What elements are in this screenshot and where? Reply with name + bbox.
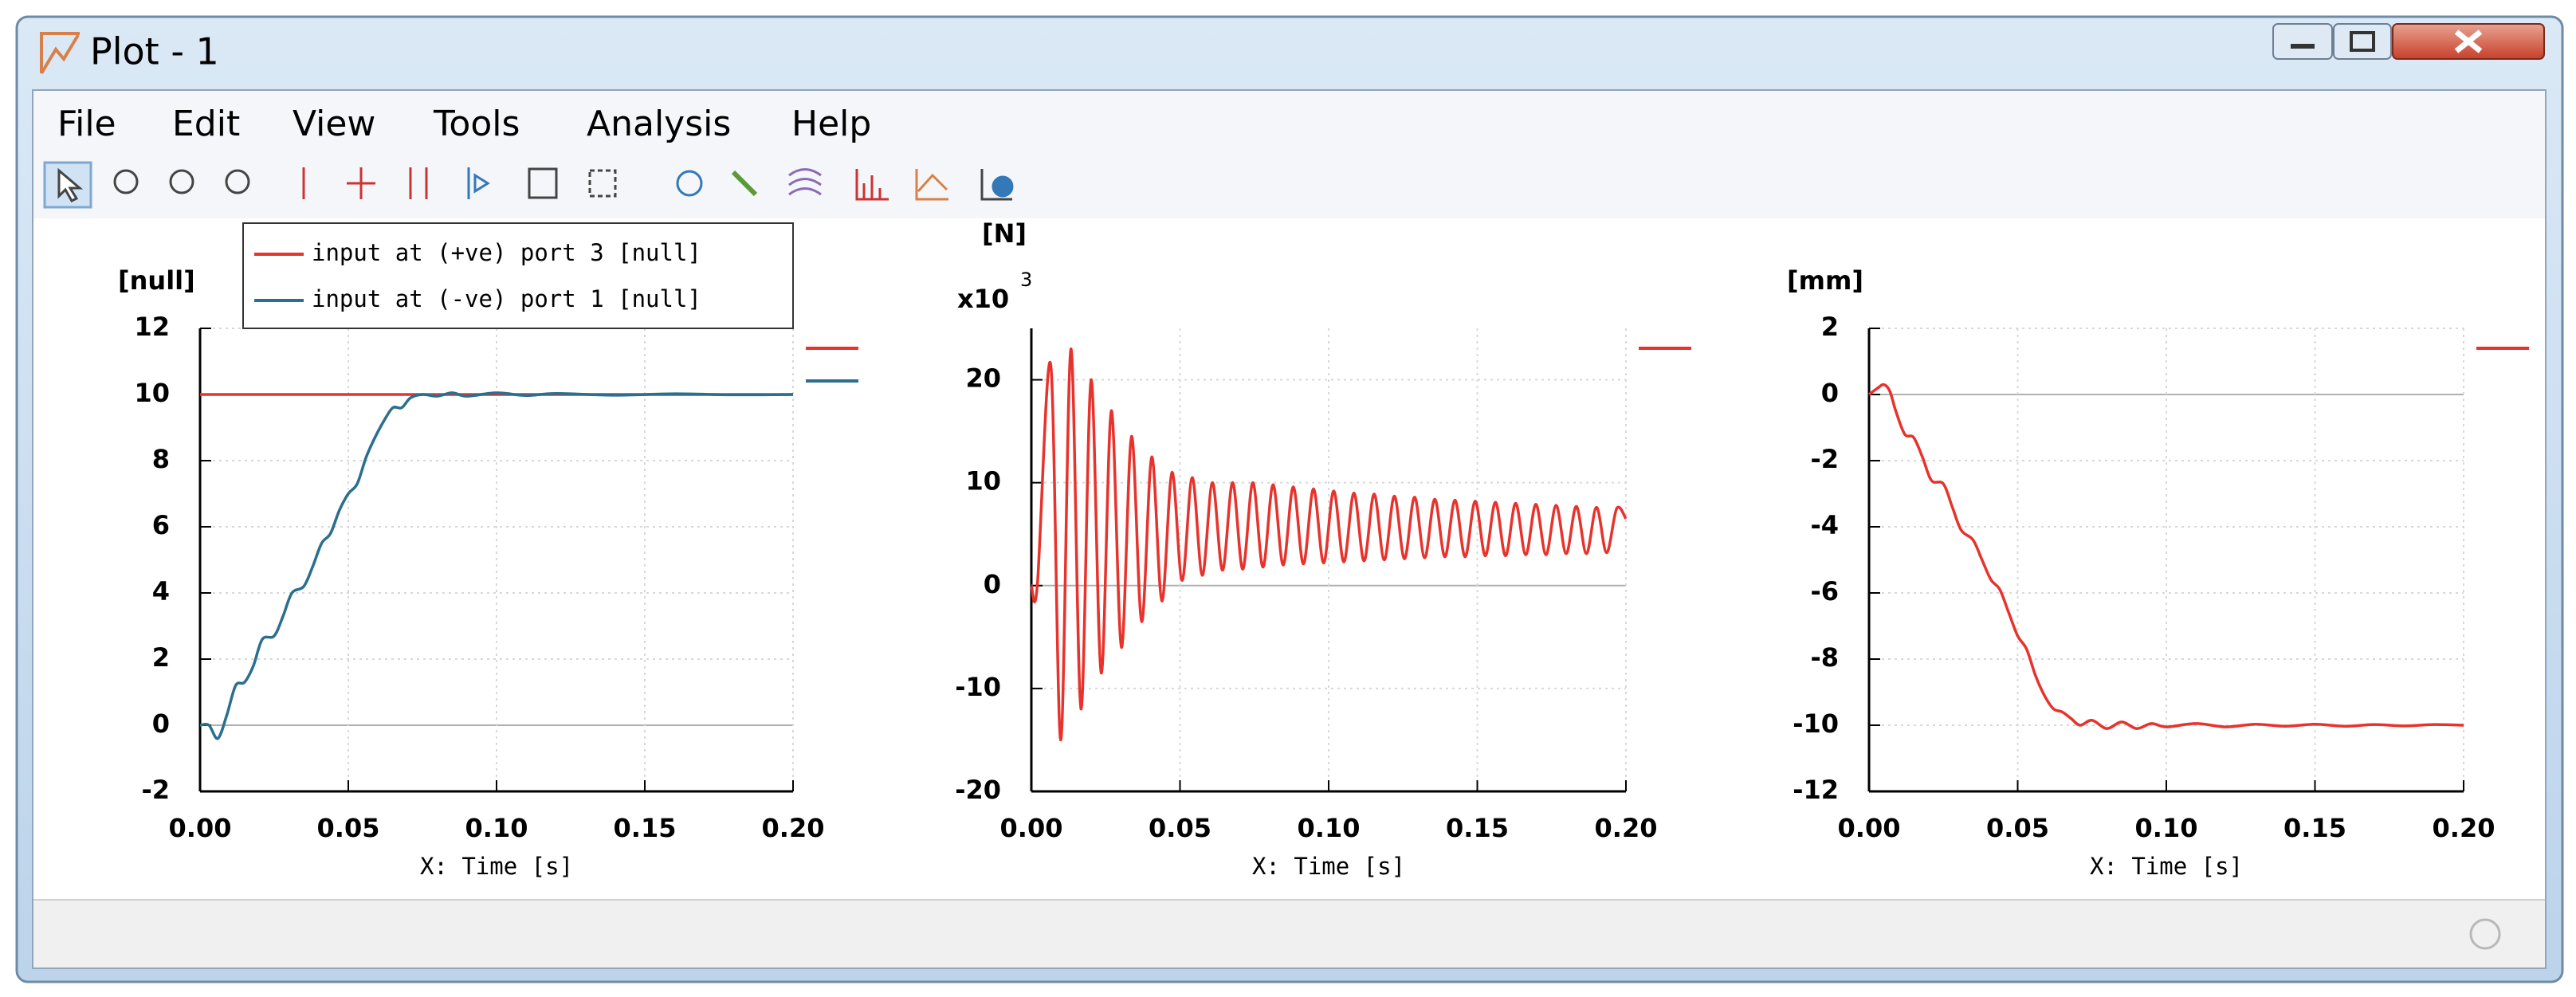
toolbar-button-zoom-in[interactable] [169,169,194,194]
menu-item[interactable]: Help [791,104,871,144]
y-tick-label: 4 [152,576,170,606]
y-tick-label: 0 [152,708,170,739]
toolbar-button-zoom-out[interactable] [225,169,250,194]
toolbar [43,161,1014,209]
close-glyph [2454,29,2483,53]
window-controls [2272,23,2545,60]
data-line [1867,383,2464,730]
minimize-glyph [2291,44,2315,49]
legend-label: input at (+ve) port 3 [null] [312,239,701,266]
plot: -2 0 2 4 6 8 10 12 0.00 0.05 0.10 0.15 0.20 X: Time [… [118,222,858,880]
y-unit: [null] [118,265,195,296]
y-tick-label: 8 [152,444,170,474]
toolbar-button-curves[interactable] [788,168,822,196]
x-tick-label: 0.15 [614,813,677,843]
toolbar-button-add-plot[interactable] [980,169,1012,201]
minimize-button[interactable] [2272,23,2333,60]
y-unit: [N] [982,218,1027,249]
icon-arrow [57,167,84,202]
y-exponent: 3 [1020,269,1032,291]
toolbar-button-zoom[interactable] [113,169,139,194]
x-tick-label: 0.15 [2283,813,2346,843]
legend-box [242,222,794,329]
data-line [1030,347,1628,742]
x-tick-label: 0.10 [2135,813,2198,843]
y-tick-label: 0 [1821,378,1839,408]
x-tick-label: 0.20 [1595,813,1658,843]
status-icon [2469,918,2501,950]
x-tick-label: 0.10 [465,813,528,843]
y-tick-label: -6 [1810,576,1839,606]
x-axis-label: X: Time [s] [2090,853,2243,880]
toolbar-button-table[interactable] [528,167,558,199]
menu-item[interactable]: Analysis [587,104,731,144]
x-tick-label: 0.00 [1000,813,1063,843]
y-tick-label: -10 [955,672,1001,702]
menu-item[interactable]: File [57,104,116,144]
menu-item[interactable]: Tools [433,104,520,144]
toolbar-button-pin[interactable] [731,170,758,197]
legend-label: input at (-ve) port 1 [null] [312,285,701,312]
y-tick-label: -20 [955,775,1001,805]
legend: input at (+ve) port 3 [null] input at (-v… [242,222,794,329]
toolbar-button-double-marker[interactable] [409,167,428,199]
plot: -20 -10 0 10 20 0.00 0.05 0.10 0.15 0.20 X: Time [… [955,218,1691,880]
x-tick-label: 0.05 [317,813,380,843]
plot: -12 -10 -8 -6 -4 -2 0 2 0.00 0.05 0.10 0.15 0.20 X: T… [1787,265,2529,880]
y-tick-label: 2 [1821,312,1839,342]
toolbar-button-histogram[interactable] [855,169,889,201]
x-tick-label: 0.20 [762,813,825,843]
y-tick-label: -4 [1810,510,1839,540]
maximize-button[interactable] [2333,23,2392,60]
status-bar [33,900,2545,968]
menu-item[interactable]: View [293,104,375,144]
x-tick-label: 0.10 [1298,813,1361,843]
menu-item[interactable]: Edit [172,104,240,144]
toolbar-button-layout[interactable] [588,169,617,198]
data-line [199,391,794,740]
x-tick-label: 0.00 [169,813,232,843]
y-tick-label: 20 [965,363,1001,394]
x-tick-label: 0.20 [2433,813,2496,843]
y-tick-label: 12 [134,312,170,342]
y-tick-label: -10 [1793,708,1839,739]
menu-bar: File Edit View Tools Analysis Help [57,104,871,144]
toolbar-button-crosshair[interactable] [347,167,375,199]
x-axis-label: X: Time [s] [420,853,573,880]
toolbar-button-play-marker[interactable] [467,167,490,199]
y-tick-label: 2 [152,642,170,673]
icon-add [992,175,1014,198]
x-tick-label: 0.05 [1986,813,2049,843]
x-tick-label: 0.05 [1149,813,1211,843]
y-multiplier: x10 [957,284,1009,314]
x-tick-label: 0.15 [1446,813,1509,843]
app-icon [40,32,80,75]
y-unit: [mm] [1787,265,1863,296]
y-tick-label: 10 [965,466,1001,497]
y-tick-label: 6 [152,510,170,540]
y-tick-label: -8 [1810,642,1839,673]
x-axis-label: X: Time [s] [1252,853,1405,880]
y-tick-label: 10 [134,378,170,408]
y-tick-label: -2 [1810,444,1839,474]
maximize-glyph [2350,31,2375,52]
y-tick-label: 0 [984,569,1001,599]
x-tick-label: 0.00 [1838,813,1901,843]
y-tick-label: -2 [141,775,170,805]
toolbar-button-refresh[interactable] [676,170,703,197]
toolbar-button-fit[interactable] [915,169,948,201]
menu-toolbar-area [33,91,2545,218]
y-tick-label: -12 [1793,775,1839,805]
window-title: Plot - 1 [90,30,219,73]
